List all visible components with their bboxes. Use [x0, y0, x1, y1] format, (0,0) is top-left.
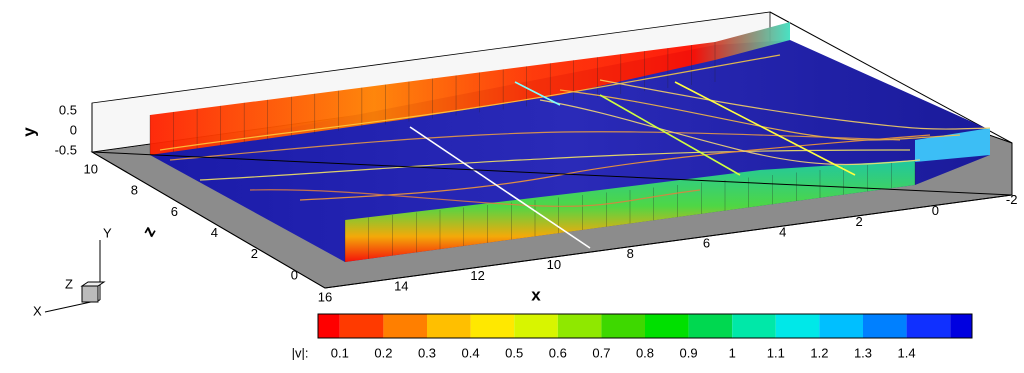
y-tick-label: 0 [70, 122, 77, 137]
colorbar-tick-label: 0.7 [592, 345, 610, 360]
domain-box [90, 11, 1013, 289]
colorbar-swatch [470, 314, 515, 338]
streamline [199, 149, 911, 181]
colorbar-swatch [688, 314, 733, 338]
generated: 16 14 12 10 8 6 4 2 0 -2 10 8 6 4 2 0 0.5 0 -0.5 0.1 0.2 0.3 0… [55, 102, 1018, 360]
streamline [249, 189, 701, 207]
streamline [159, 54, 781, 151]
colorbar-frame [317, 313, 973, 339]
colorbar-swatch [383, 314, 427, 338]
box-edge [769, 11, 1013, 144]
rake [674, 81, 856, 176]
mesh [149, 42, 916, 262]
x-tick-label: 2 [855, 214, 862, 229]
colorbar-tick-label: 0.6 [549, 345, 567, 360]
z-tick-label: 10 [84, 161, 98, 176]
colorbar-label: |v|: [292, 345, 309, 360]
streamline [539, 99, 921, 166]
rake [409, 126, 591, 249]
front-edge [91, 151, 1013, 289]
axis-title: y [19, 127, 38, 137]
triad-cube [80, 281, 106, 287]
colorbar-tick-label: 0.9 [680, 345, 698, 360]
colorbar-tick-label: 0.5 [505, 345, 523, 360]
colorbar-tick-label: 0.2 [374, 345, 392, 360]
colorbar-tick-label: 1 [729, 345, 736, 360]
colorbar-swatch [514, 314, 558, 338]
rake-lines [409, 81, 856, 249]
right-wall-field [915, 128, 990, 162]
streamline [559, 89, 961, 141]
x-tick-label: 6 [703, 235, 710, 250]
x-tick-label: 0 [932, 203, 939, 218]
x-tick-label: 14 [394, 279, 408, 294]
flow-channel [150, 40, 990, 262]
z-tick-label: 0 [291, 267, 298, 282]
colorbar-swatch [775, 314, 820, 338]
colorbar-tick-label: 0.1 [331, 345, 349, 360]
axis-title: z [139, 223, 160, 240]
colorbar-tick-label: 0.3 [418, 345, 436, 360]
colorbar-tick-label: 0.8 [636, 345, 654, 360]
triad [44, 240, 106, 313]
z-tick-label: 2 [251, 246, 258, 261]
x-tick-label: 8 [627, 246, 634, 261]
z-tick-label: 8 [131, 183, 138, 198]
x-tick-label: 16 [318, 289, 332, 304]
z-tick-label: 4 [211, 225, 218, 240]
colorbar-swatch [557, 314, 602, 338]
x-tick-label: -2 [1006, 192, 1018, 207]
rake [599, 94, 741, 176]
colorbar-swatch [732, 314, 776, 338]
triad-label: Y [103, 225, 112, 240]
colorbar-swatch [601, 314, 645, 338]
colorbar-tick-label: 1.1 [767, 345, 785, 360]
colorbar-swatch [906, 314, 951, 338]
colorbar-tick-label: 1.2 [810, 345, 828, 360]
streamline [599, 79, 991, 130]
colorbar-swatch [819, 314, 863, 338]
y-tick-label: -0.5 [55, 142, 77, 157]
axis-title: x [531, 285, 541, 304]
colorbar-swatch [318, 314, 340, 338]
x-tick-label: 4 [779, 225, 786, 240]
y-tick-label: 0.5 [59, 102, 77, 117]
colorbar-swatch [645, 314, 689, 338]
streamline [169, 131, 901, 161]
z-tick-label: 6 [171, 204, 178, 219]
triad-label: Z [65, 276, 73, 291]
colorbar-swatch [339, 314, 384, 338]
back-wall-field [150, 22, 790, 155]
triad-cube [81, 285, 99, 303]
colorbar-swatch [950, 314, 972, 338]
rake [514, 81, 561, 106]
colorbar-swatch [863, 314, 907, 338]
x-tick-label: 12 [470, 268, 484, 283]
colorbar-tick-label: 1.3 [854, 345, 872, 360]
x-tick-label: 10 [547, 257, 561, 272]
colorbar-tick-label: 0.4 [462, 345, 480, 360]
colorbar-swatch [427, 314, 471, 338]
triad-label: X [33, 303, 42, 318]
colorbar-tick-label: 1.4 [898, 345, 916, 360]
